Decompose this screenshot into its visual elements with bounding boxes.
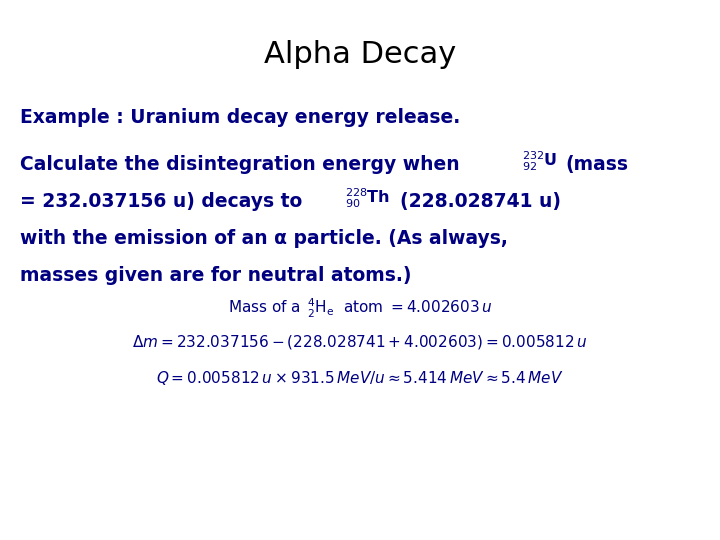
Text: Example : Uranium decay energy release.: Example : Uranium decay energy release.: [20, 108, 460, 127]
Text: masses given are for neutral atoms.): masses given are for neutral atoms.): [20, 266, 412, 285]
Text: = 232.037156 u) decays to: = 232.037156 u) decays to: [20, 192, 302, 211]
Text: with the emission of an α particle. (As always,: with the emission of an α particle. (As …: [20, 229, 508, 248]
Text: (mass: (mass: [565, 155, 628, 174]
Text: Alpha Decay: Alpha Decay: [264, 40, 456, 69]
Text: $Q = 0.005812\,u \times 931.5\,MeV / u \approx 5.414\,MeV \approx 5.4\,MeV$: $Q = 0.005812\,u \times 931.5\,MeV / u \…: [156, 369, 564, 387]
Text: $^{228}_{90}$Th: $^{228}_{90}$Th: [345, 187, 390, 210]
Text: $\Delta m = 232.037156 - \left(228.028741 + 4.002603\right) = 0.005812\,u$: $\Delta m = 232.037156 - \left(228.02874…: [132, 333, 588, 351]
Text: $^{232}_{92}$U: $^{232}_{92}$U: [522, 150, 557, 173]
Text: Calculate the disintegration energy when: Calculate the disintegration energy when: [20, 155, 466, 174]
Text: Mass of a $\,^{4}_{2}\mathrm{H}_{\mathrm{e}}$  atom $= 4.002603\,u$: Mass of a $\,^{4}_{2}\mathrm{H}_{\mathrm…: [228, 297, 492, 320]
Text: (228.028741 u): (228.028741 u): [400, 192, 561, 211]
